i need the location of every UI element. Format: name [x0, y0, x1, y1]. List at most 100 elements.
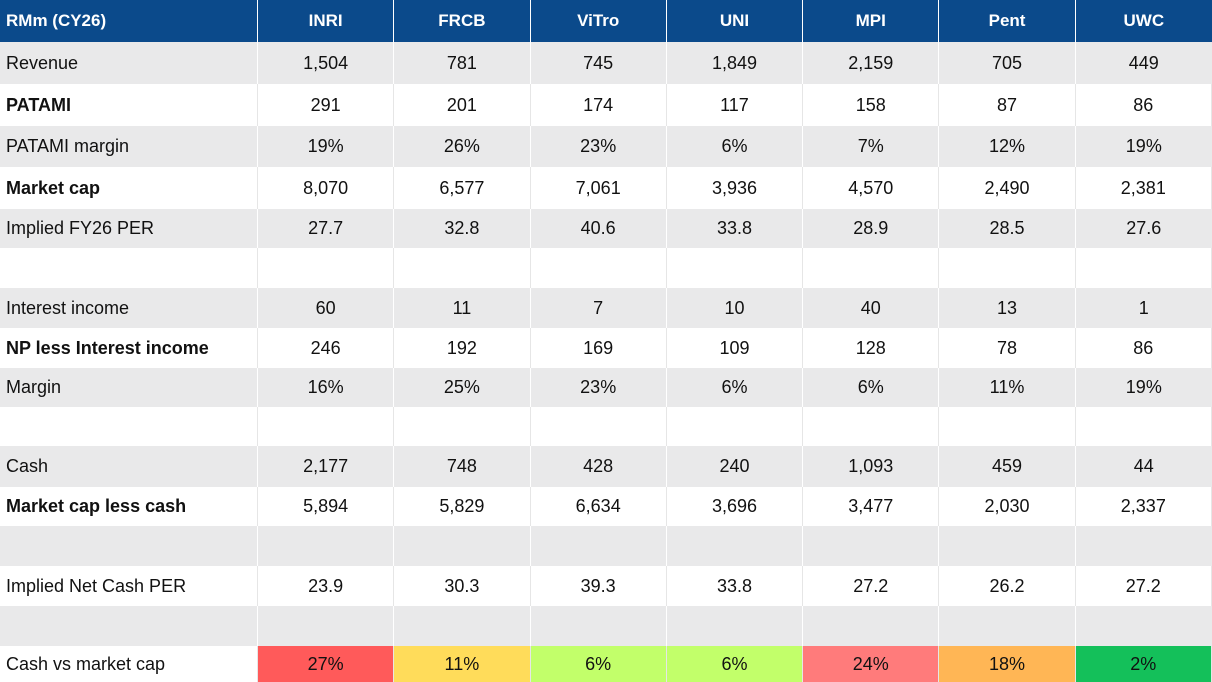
cell-uwc: 44	[1075, 446, 1212, 487]
cell-uwc: 2,337	[1075, 487, 1212, 526]
cell-vitro: 7,061	[530, 167, 667, 209]
cell-mpi: 6%	[803, 368, 940, 407]
cell-inri: 27%	[257, 646, 395, 682]
cell-uwc	[1075, 407, 1212, 446]
cell-frcb: 6,577	[394, 167, 531, 209]
row-label: PATAMI margin	[0, 126, 258, 167]
cell-uwc	[1075, 248, 1212, 288]
cell-frcb: 25%	[394, 368, 531, 407]
cell-inri: 23.9	[257, 566, 395, 606]
cell-frcb	[394, 526, 531, 566]
cell-mpi	[803, 248, 940, 288]
cell-vitro: 174	[530, 84, 667, 126]
cell-pent	[939, 526, 1076, 566]
cell-inri: 27.7	[257, 209, 395, 248]
table-row: Implied FY26 PER 27.7 32.8 40.6 33.8 28.9 28.5…	[0, 209, 1212, 248]
cell-uni: 109	[666, 328, 804, 368]
table-row: Interest income 60 11 7 10 40 13 1	[0, 288, 1212, 328]
cell-pent: 78	[939, 328, 1076, 368]
cell-mpi	[803, 606, 940, 646]
cell-uwc: 19%	[1075, 126, 1212, 167]
cell-uni: 6%	[666, 646, 804, 682]
cell-frcb: 11%	[394, 646, 531, 682]
cell-pent: 2,030	[939, 487, 1076, 526]
cell-inri	[257, 248, 395, 288]
cell-uni: 1,849	[666, 42, 804, 84]
cell-uni: 6%	[666, 126, 804, 167]
cell-pent: 11%	[939, 368, 1076, 407]
cell-inri: 246	[257, 328, 395, 368]
cell-inri: 1,504	[257, 42, 395, 84]
cell-uwc: 19%	[1075, 368, 1212, 407]
table-row: PATAMI margin 19% 26% 23% 6% 7% 12% 19%	[0, 126, 1212, 167]
cell-mpi: 28.9	[803, 209, 940, 248]
cell-uwc: 86	[1075, 84, 1212, 126]
row-label: Market cap	[0, 167, 258, 209]
cell-vitro: 39.3	[530, 566, 667, 606]
cell-vitro: 6,634	[530, 487, 667, 526]
table-row	[0, 407, 1212, 446]
cell-inri: 16%	[257, 368, 395, 407]
cell-mpi: 3,477	[803, 487, 940, 526]
cell-inri: 5,894	[257, 487, 395, 526]
cell-mpi: 27.2	[803, 566, 940, 606]
cell-mpi: 7%	[803, 126, 940, 167]
cell-pent: 705	[939, 42, 1076, 84]
table-row: Revenue 1,504 781 745 1,849 2,159 705 449	[0, 42, 1212, 84]
header-cell-uni: UNI	[666, 0, 804, 42]
cell-uni: 3,696	[666, 487, 804, 526]
row-label: Implied FY26 PER	[0, 209, 258, 248]
cell-vitro	[530, 248, 667, 288]
table-row: NP less Interest income 246 192 169 109 128 78…	[0, 328, 1212, 368]
cell-uni: 10	[666, 288, 804, 328]
row-label: Margin	[0, 368, 258, 407]
cell-inri: 2,177	[257, 446, 395, 487]
cell-uwc: 449	[1075, 42, 1212, 84]
cell-vitro: 169	[530, 328, 667, 368]
cell-vitro	[530, 606, 667, 646]
cell-vitro	[530, 407, 667, 446]
row-label: Implied Net Cash PER	[0, 566, 258, 606]
cell-pent: 18%	[939, 646, 1076, 682]
row-label	[0, 407, 258, 446]
cell-frcb	[394, 606, 531, 646]
cell-mpi	[803, 526, 940, 566]
cell-uwc	[1075, 606, 1212, 646]
cell-mpi: 24%	[803, 646, 940, 682]
cell-frcb: 30.3	[394, 566, 531, 606]
cell-mpi: 2,159	[803, 42, 940, 84]
cell-pent: 13	[939, 288, 1076, 328]
row-label: NP less Interest income	[0, 328, 258, 368]
cell-inri: 8,070	[257, 167, 395, 209]
header-cell-mpi: MPI	[803, 0, 940, 42]
row-label: Cash vs market cap	[0, 646, 258, 682]
cell-frcb: 11	[394, 288, 531, 328]
cell-vitro: 6%	[530, 646, 667, 682]
cell-inri	[257, 526, 395, 566]
cell-vitro: 40.6	[530, 209, 667, 248]
row-label: Interest income	[0, 288, 258, 328]
cell-pent: 26.2	[939, 566, 1076, 606]
table-row: Market cap less cash 5,894 5,829 6,634 3,696…	[0, 487, 1212, 526]
table-row: Implied Net Cash PER 23.9 30.3 39.3 33.8 27.2…	[0, 566, 1212, 606]
cell-pent: 2,490	[939, 167, 1076, 209]
row-label	[0, 248, 258, 288]
cell-pent: 28.5	[939, 209, 1076, 248]
table-row: Cash vs market cap 27% 11% 6% 6% 24% 18% 2%	[0, 646, 1212, 682]
header-cell-inri: INRI	[257, 0, 395, 42]
cell-frcb: 32.8	[394, 209, 531, 248]
cell-uwc: 27.6	[1075, 209, 1212, 248]
cell-uni	[666, 606, 804, 646]
row-label: PATAMI	[0, 84, 258, 126]
cell-inri: 19%	[257, 126, 395, 167]
cell-uni: 33.8	[666, 566, 804, 606]
cell-vitro	[530, 526, 667, 566]
row-label	[0, 526, 258, 566]
cell-frcb	[394, 407, 531, 446]
cell-vitro: 23%	[530, 126, 667, 167]
cell-inri: 291	[257, 84, 395, 126]
table-row	[0, 526, 1212, 566]
cell-uni: 3,936	[666, 167, 804, 209]
cell-frcb	[394, 248, 531, 288]
cell-frcb: 748	[394, 446, 531, 487]
